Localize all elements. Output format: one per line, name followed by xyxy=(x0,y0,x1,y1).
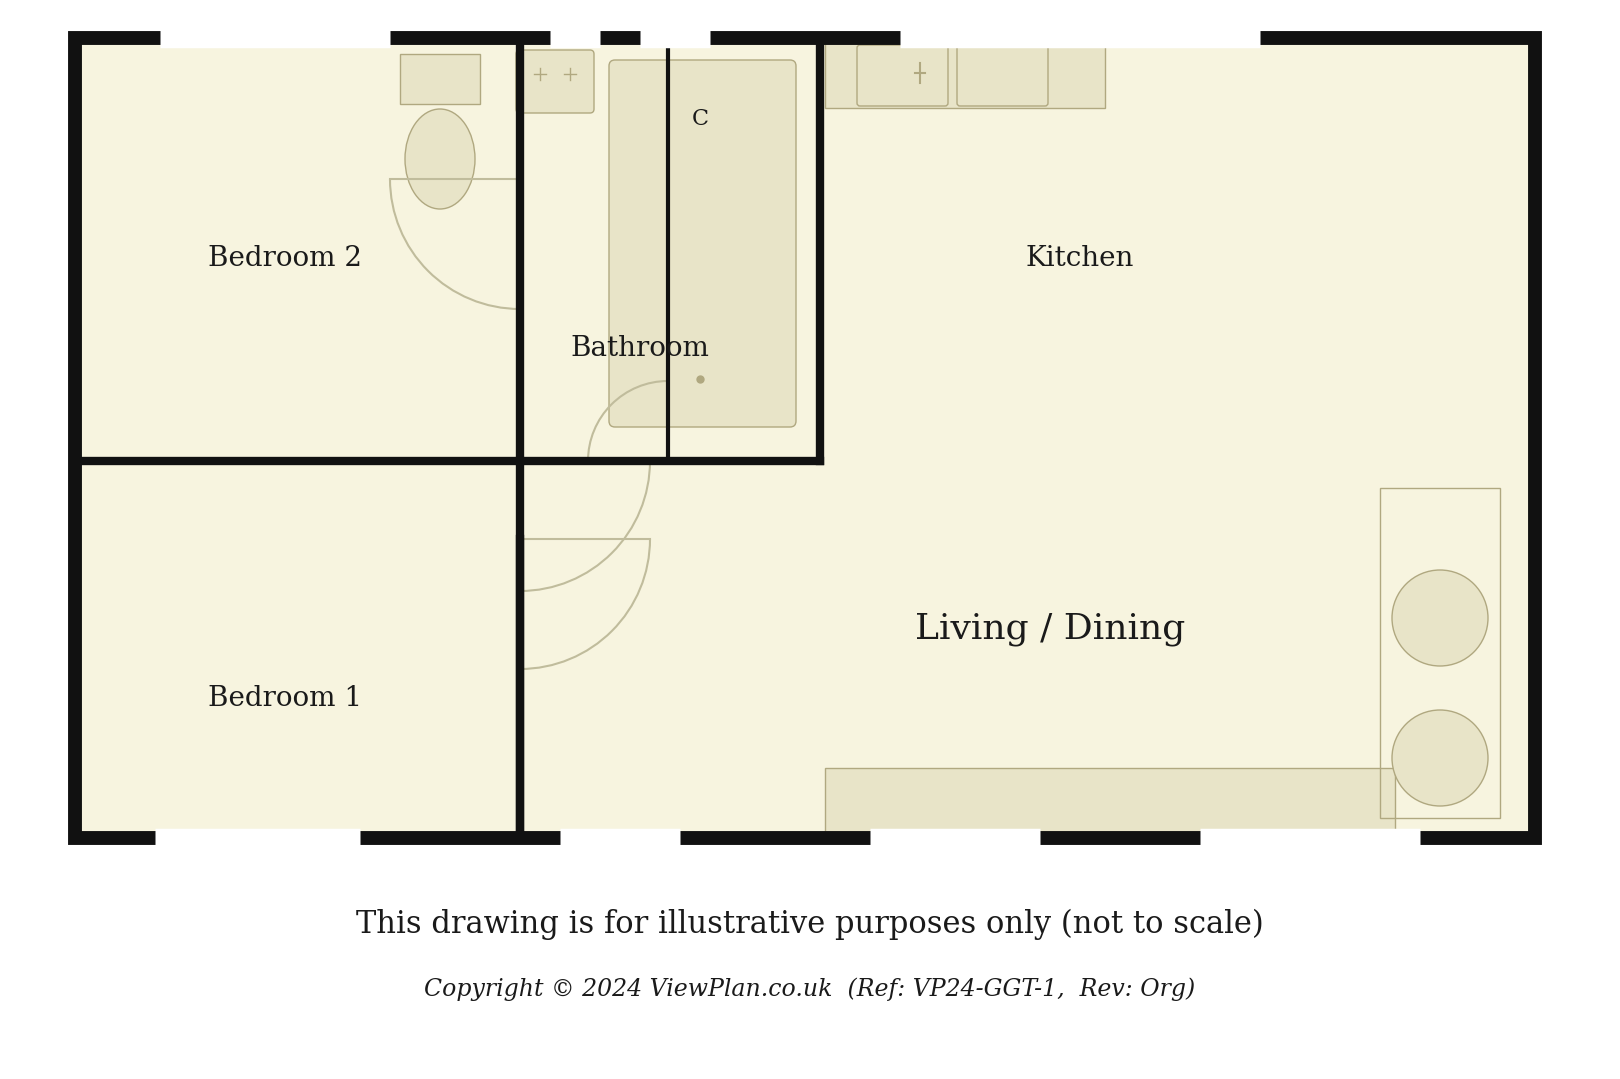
Bar xyxy=(75,38,1536,838)
Bar xyxy=(75,38,1536,838)
FancyBboxPatch shape xyxy=(957,45,1048,106)
Bar xyxy=(825,768,1395,833)
Text: Kitchen: Kitchen xyxy=(1025,246,1134,273)
Text: Bedroom 2: Bedroom 2 xyxy=(207,246,361,273)
Text: Bathroom: Bathroom xyxy=(570,336,710,363)
Text: Bedroom 1: Bedroom 1 xyxy=(207,685,361,712)
FancyBboxPatch shape xyxy=(517,50,595,113)
FancyBboxPatch shape xyxy=(857,45,948,106)
Text: This drawing is for illustrative purposes only (not to scale): This drawing is for illustrative purpose… xyxy=(356,909,1264,940)
Text: Living / Dining: Living / Dining xyxy=(915,612,1186,646)
Bar xyxy=(825,43,1105,108)
FancyBboxPatch shape xyxy=(609,60,795,427)
Ellipse shape xyxy=(405,109,475,209)
Bar xyxy=(1380,488,1500,818)
Circle shape xyxy=(1392,570,1489,666)
Circle shape xyxy=(1392,710,1489,806)
Text: Copyright © 2024 ViewPlan.co.uk  (Ref: VP24-GGT-1,  Rev: Org): Copyright © 2024 ViewPlan.co.uk (Ref: VP… xyxy=(424,978,1196,1000)
Text: C: C xyxy=(692,108,708,129)
Bar xyxy=(400,54,480,104)
